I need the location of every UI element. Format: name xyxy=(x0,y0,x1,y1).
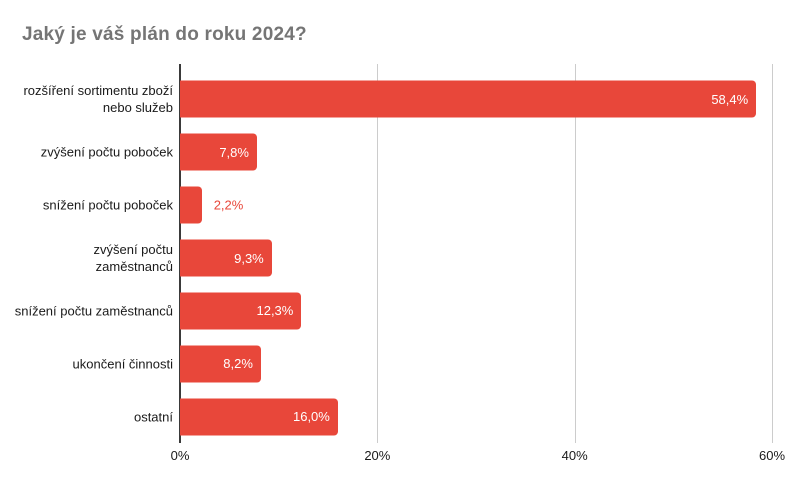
bar: 7,8% xyxy=(180,133,257,171)
x-axis: 0% 20% 40% 60% xyxy=(171,448,785,466)
gridline xyxy=(772,64,773,443)
chart-row: snížení počtu zaměstnanců 12,3% xyxy=(15,284,772,337)
value-label: 16,0% xyxy=(292,409,330,425)
chart-row: ostatní 16,0% xyxy=(134,390,772,443)
value-label: 58,4% xyxy=(711,91,749,107)
bar: 58,4% xyxy=(180,80,757,118)
bar: 16,0% xyxy=(180,398,338,436)
value-label: 9,3% xyxy=(234,250,264,266)
bar: 8,2% xyxy=(180,345,261,383)
category-label: zvýšení počtu poboček xyxy=(40,144,173,160)
gridline xyxy=(377,64,379,443)
chart-row: zvýšení počtu zaměstnanců 9,3% xyxy=(94,232,772,285)
category-label: ostatní xyxy=(133,409,173,425)
category-label: ukončení činnosti xyxy=(72,356,173,372)
category-label: snížení počtu poboček xyxy=(42,197,173,213)
category-label: snížení počtu zaměstnanců xyxy=(14,303,173,319)
value-label: 12,3% xyxy=(256,303,294,319)
bar-rows: rozšíření sortimentu zboží nebo služeb 58… xyxy=(15,73,772,443)
value-label: 2,2% xyxy=(213,197,244,213)
plot-area: rozšíření sortimentu zboží nebo služeb 58… xyxy=(15,64,773,443)
chart-title: Jaký je váš plán do roku 2024? xyxy=(22,24,307,45)
chart-row: zvýšení počtu poboček 7,8% xyxy=(41,126,772,179)
category-label: rozšíření sortimentu zboží nebo služeb xyxy=(23,83,173,116)
x-tick-label: 40% xyxy=(561,448,588,463)
chart-row: snížení počtu poboček 2,2% xyxy=(43,179,772,232)
gridline xyxy=(574,64,576,443)
chart-row: rozšíření sortimentu zboží nebo služeb 58… xyxy=(23,73,772,126)
bar: 9,3% xyxy=(180,239,272,277)
value-label: 8,2% xyxy=(223,356,253,372)
bar xyxy=(180,186,202,224)
x-tick-label: 0% xyxy=(170,448,190,463)
value-label: 7,8% xyxy=(219,144,249,160)
category-label: zvýšení počtu zaměstnanců xyxy=(93,242,174,274)
chart-row: ukončení činnosti 8,2% xyxy=(73,337,772,390)
x-tick-label: 20% xyxy=(364,448,391,463)
x-tick-label: 60% xyxy=(758,448,786,463)
bar: 12,3% xyxy=(180,292,302,330)
